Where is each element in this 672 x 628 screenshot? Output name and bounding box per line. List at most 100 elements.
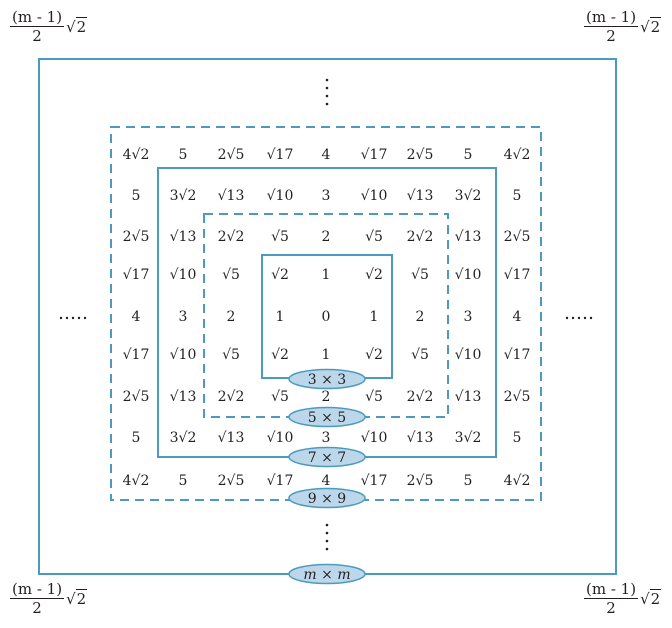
grid-cell: √17 xyxy=(504,267,531,283)
frame-5x5 xyxy=(203,213,449,418)
grid-cell: √10 xyxy=(267,188,294,204)
grid-cell: √13 xyxy=(407,188,434,204)
corner-numerator: (m - 1) xyxy=(584,580,639,599)
window-label-9x9: 9 × 9 xyxy=(288,487,366,509)
frame-9x9 xyxy=(110,126,542,501)
window-label-7x7: 7 × 7 xyxy=(288,446,366,468)
corner-label-bottom-left: (m - 1) 2 √2 xyxy=(10,580,88,617)
label-text: 7 × 7 xyxy=(308,450,346,466)
label-text: 9 × 9 xyxy=(308,491,346,507)
grid-cell: 2 xyxy=(416,309,425,325)
window-label-3x3: 3 × 3 xyxy=(288,368,366,390)
grid-cell: √17 xyxy=(267,147,294,163)
grid-cell: 1 xyxy=(370,309,379,325)
grid-cell: √5 xyxy=(365,229,383,245)
grid-cell: 1 xyxy=(322,347,331,363)
grid-cell: 5 xyxy=(464,473,473,489)
grid-cell: √10 xyxy=(170,267,197,283)
grid-cell: 5 xyxy=(132,430,141,446)
corner-radical: 2 xyxy=(75,588,88,608)
grid-cell: 2 xyxy=(322,389,331,405)
grid-cell: √17 xyxy=(504,347,531,363)
grid-cell: √13 xyxy=(455,229,482,245)
grid-cell: 2 xyxy=(227,309,236,325)
ellipsis-bottom xyxy=(325,523,329,551)
grid-cell: √5 xyxy=(271,389,289,405)
grid-cell: 4 xyxy=(322,473,331,489)
grid-cell: √5 xyxy=(222,347,240,363)
grid-cell: √13 xyxy=(407,430,434,446)
grid-cell: √2 xyxy=(271,267,289,283)
grid-cell: 4 xyxy=(132,309,141,325)
grid-cell: 2√2 xyxy=(407,389,434,405)
grid-cell: 5 xyxy=(513,188,522,204)
grid-cell: 5 xyxy=(179,473,188,489)
grid-cell: 3 xyxy=(322,188,331,204)
window-label-m: m × m xyxy=(288,563,366,585)
grid-cell: 2√2 xyxy=(218,229,245,245)
grid-cell: 4√2 xyxy=(123,473,150,489)
grid-cell: √5 xyxy=(411,347,429,363)
grid-cell: √13 xyxy=(455,389,482,405)
grid-cell: 4√2 xyxy=(504,473,531,489)
label-ellipse xyxy=(288,406,366,428)
grid-cell: 2√2 xyxy=(218,389,245,405)
grid-cell: 3√2 xyxy=(455,430,482,446)
grid-cell: 1 xyxy=(276,309,285,325)
grid-cell: 2√5 xyxy=(123,389,150,405)
corner-label-top-left: (m - 1) 2 √2 xyxy=(10,8,88,45)
grid-cell: 5 xyxy=(132,188,141,204)
corner-label-bottom-right: (m - 1) 2 √2 xyxy=(584,580,662,617)
ellipsis-right xyxy=(565,316,593,320)
grid-cell: √10 xyxy=(455,347,482,363)
label-text: 3 × 3 xyxy=(308,372,346,388)
grid-cell: 2√5 xyxy=(218,473,245,489)
grid-cell: 3 xyxy=(322,430,331,446)
corner-numerator: (m - 1) xyxy=(584,8,639,27)
window-label-5x5: 5 × 5 xyxy=(288,406,366,428)
grid-cell: √17 xyxy=(361,473,388,489)
grid-cell: √17 xyxy=(123,347,150,363)
grid-cell: √5 xyxy=(271,229,289,245)
corner-denominator: 2 xyxy=(32,599,42,617)
grid-cell: 4√2 xyxy=(504,147,531,163)
grid-cell: √2 xyxy=(365,267,383,283)
grid-cell: √10 xyxy=(170,347,197,363)
corner-numerator: (m - 1) xyxy=(10,8,65,27)
grid-cell: 2√2 xyxy=(407,229,434,245)
grid-cell: √10 xyxy=(361,188,388,204)
grid-cell: √17 xyxy=(361,147,388,163)
corner-numerator: (m - 1) xyxy=(10,580,65,599)
label-ellipse xyxy=(288,563,366,585)
grid-cell: 2√5 xyxy=(504,389,531,405)
grid-cell: 3√2 xyxy=(170,188,197,204)
corner-label-top-right: (m - 1) 2 √2 xyxy=(584,8,662,45)
grid-cell: 5 xyxy=(513,430,522,446)
grid-cell: √13 xyxy=(218,430,245,446)
grid-cell: 2 xyxy=(322,229,331,245)
grid-cell: 5 xyxy=(179,147,188,163)
label-ellipse xyxy=(288,368,366,390)
grid-cell: 2√5 xyxy=(504,229,531,245)
label-text: m × m xyxy=(303,567,350,583)
grid-cell: 3√2 xyxy=(455,188,482,204)
grid-cell: √5 xyxy=(411,267,429,283)
ellipsis-top xyxy=(325,78,329,106)
grid-cell: √10 xyxy=(455,267,482,283)
grid-cell: √17 xyxy=(123,267,150,283)
grid-cell: √13 xyxy=(218,188,245,204)
grid-cell: √13 xyxy=(170,229,197,245)
grid-cell: √5 xyxy=(222,267,240,283)
grid-cell: √5 xyxy=(365,389,383,405)
corner-denominator: 2 xyxy=(606,599,616,617)
label-ellipse xyxy=(288,487,366,509)
grid-cell: 4 xyxy=(322,147,331,163)
ellipsis-left xyxy=(59,316,87,320)
grid-cell: √2 xyxy=(365,347,383,363)
grid-cell: √17 xyxy=(267,473,294,489)
grid-cell: 3√2 xyxy=(170,430,197,446)
grid-cell: 2√5 xyxy=(218,147,245,163)
grid-cell: √2 xyxy=(271,347,289,363)
grid-cell: √13 xyxy=(170,389,197,405)
